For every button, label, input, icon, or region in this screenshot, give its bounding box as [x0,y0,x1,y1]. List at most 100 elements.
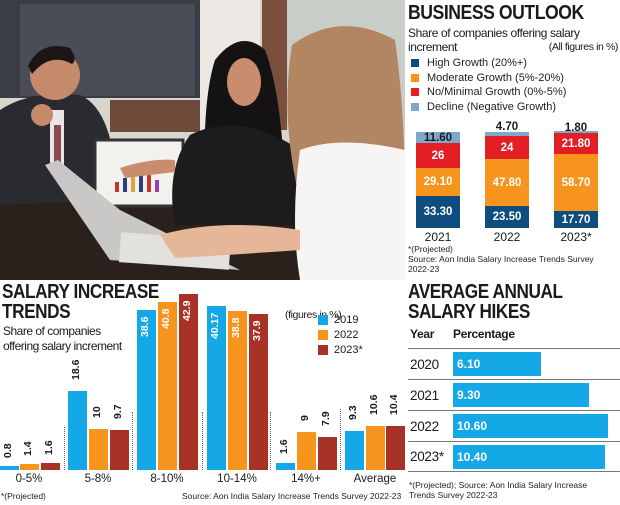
legend-label: 2023* [334,343,363,356]
category-label: Average [353,473,397,485]
segment-moderate-growth: 29.10 [416,168,460,196]
segment-moderate-growth: 58.70 [554,154,598,211]
bar-14plus-2022 [297,432,316,470]
bar-5-8-2022 [89,429,108,470]
value-label: 7.9 [320,411,332,426]
row-bar: 6.10 [453,352,541,376]
value-label: 1.6 [43,440,55,455]
business-outlook-legend: High Growth (20%+) Moderate Growth (5%-2… [408,56,620,114]
bar-8-10-2023 [179,294,198,470]
legend-label: No/Minimal Growth (0%-5%) [427,86,567,99]
row-year: 2023* [410,449,444,464]
business-outlook-chart: 33.30 29.10 26 11.60 23.50 47.80 24 4.70… [408,121,620,228]
salary-increase-trends-chart: 0.8 1.4 1.6 18.6 10 9.7 38.6 40.8 42.9 4… [0,282,405,470]
title-line-1: SALARY INCREASE [2,281,159,303]
category-separator [132,412,133,470]
value-label: 9.3 [347,405,359,420]
bar-0-5-2023 [41,463,60,470]
category-label: 14%+ [291,473,321,485]
decline-value-2022: 4.70 [495,121,519,133]
category-separator [340,409,341,470]
bar-5-8-2019 [68,391,87,470]
legend-item-decline: Decline (Negative Growth) [408,100,620,115]
business-outlook-title: BUSINESS OUTLOOK [408,2,584,24]
title-line-2: TRENDS [2,301,71,323]
average-annual-salary-hikes-panel: AVERAGE ANNUAL SALARY HIKES Year Percent… [408,282,620,505]
segment-minimal-growth: 24 [485,136,529,159]
decline-value-2023: 1.80 [564,122,588,134]
table-row: 2022 10.60 [408,410,620,441]
legend-label: High Growth (20%+) [427,57,527,70]
value-label: 1.4 [22,441,34,456]
value-label: 9 [299,415,311,421]
value-label: 40.8 [160,308,172,329]
category-separator [64,427,65,470]
table-row: 2020 6.10 [408,348,620,379]
bar-5-8-2023 [110,430,129,470]
source-note: Source: Aon India Salary Increase Trends… [182,491,402,501]
title-line-2: SALARY HIKES [408,301,530,323]
segment-moderate-growth: 47.80 [485,159,529,206]
segment-high-growth: 23.50 [485,206,529,228]
legend-item-2019: 2019 [318,312,363,327]
source-note-year: 2022-23 [408,264,440,274]
column-header-year: Year [410,327,435,341]
table-row: 2023* 10.40 [408,441,620,472]
legend-item-minimal-growth: No/Minimal Growth (0%-5%) [408,85,620,100]
salary-hikes-footnote: *(Projected); Source: Aon India Salary I… [409,480,587,500]
salary-increase-trends-legend: 2019 2022 2023* [318,312,363,357]
segment-minimal-growth: 26 [416,143,460,168]
row-bar: 10.60 [453,414,608,438]
table-row: 2021 9.30 [408,379,620,410]
value-label: 1.6 [278,439,290,454]
legend-swatch-icon [411,88,419,97]
bar-average-2022 [366,426,385,470]
segment-high-growth: 17.70 [554,211,598,228]
legend-label: 2019 [334,313,359,326]
segment-decline [554,131,598,133]
legend-swatch-icon [411,102,419,111]
table-header: Year Percentage [408,327,620,341]
legend-item-moderate-growth: Moderate Growth (5%-20%) [408,71,620,86]
segment-high-growth: 33.30 [416,196,460,228]
legend-item-2023: 2023* [318,342,363,357]
meeting-photo-illustration [0,0,405,280]
bar-average-2023 [386,426,405,470]
salary-increase-trends-subtitle: Share of companies offering salary incre… [3,324,122,354]
legend-swatch-icon [318,344,328,355]
subtitle-line-1: Share of companies [3,324,101,338]
bar-8-10-2019 [137,310,156,470]
business-outlook-subtitle-2: increment [408,40,458,54]
legend-label: Moderate Growth (5%-20%) [427,71,564,84]
title-line-1: AVERAGE ANNUAL [408,281,563,303]
footnote-line-1: *(Projected); Source: Aon India Salary I… [409,480,588,490]
row-bar: 10.40 [453,444,605,469]
x-label-2022: 2022 [493,230,521,244]
units-note: (All figures in %) [548,41,619,53]
value-label: 0.8 [2,443,14,458]
legend-item-high-growth: High Growth (20%+) [408,56,620,71]
bar-8-10-2022 [158,302,177,470]
value-label: 10.4 [388,394,400,415]
segment-decline: 11.60 [416,132,460,144]
bar-average-2019 [345,431,364,470]
value-label: 10.6 [368,394,380,415]
bar-10-14-2023 [249,314,268,470]
value-label: 38.8 [230,317,242,338]
bar-10-14-2022 [228,311,247,470]
row-year: 2020 [410,356,439,372]
projected-note: *(Projected) [408,244,453,254]
legend-label: Decline (Negative Growth) [427,100,556,113]
salary-hikes-table: 2020 6.10 2021 9.30 2022 10.60 2023* 10.… [408,348,620,472]
column-header-percentage: Percentage [453,327,515,341]
stacked-bar-2023: 17.70 58.70 21.80 [554,131,598,228]
business-outlook-panel: BUSINESS OUTLOOK Share of companies offe… [408,2,620,278]
legend-swatch-icon [411,59,419,68]
row-bar: 9.30 [453,383,589,407]
category-label: 8-10% [150,473,184,485]
legend-item-2022: 2022 [318,327,363,342]
value-label: 18.6 [70,359,82,380]
footnote-line-2: Trends Survey 2022-23 [409,490,498,500]
legend-swatch-icon [411,73,419,82]
value-label: 10 [91,406,103,418]
